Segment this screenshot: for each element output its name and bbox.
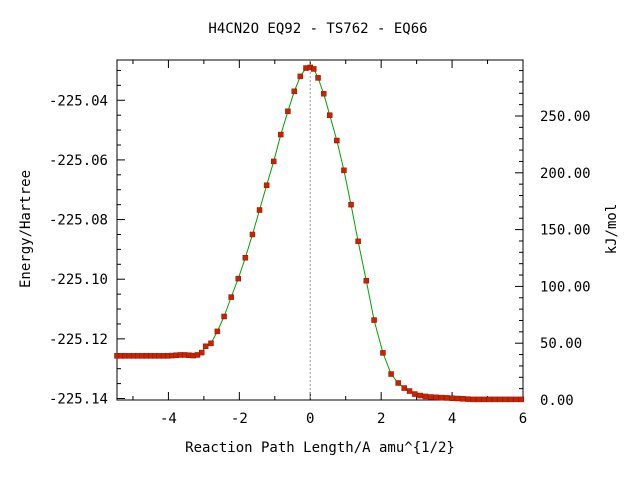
data-point	[388, 371, 394, 377]
y2-axis-ticks: 250.00 200.00 150.00 100.00 50.00 0.00	[515, 109, 591, 409]
data-point	[475, 396, 482, 403]
x-tick-label: -2	[231, 411, 248, 427]
data-point	[459, 396, 466, 402]
data-point	[315, 75, 321, 81]
x-tick-label: -4	[160, 411, 177, 427]
data-point	[263, 182, 270, 189]
data-point	[311, 66, 317, 72]
data-point	[208, 340, 214, 347]
data-point	[401, 385, 407, 391]
energy-series-line	[117, 66, 522, 400]
data-point	[341, 167, 347, 174]
x-tick-label: 4	[448, 411, 456, 427]
data-point	[214, 328, 221, 335]
data-point	[249, 231, 256, 238]
y2-tick-label: 150.00	[540, 223, 591, 239]
data-point	[470, 396, 477, 403]
data-point	[242, 254, 249, 261]
data-point	[363, 277, 370, 284]
data-point	[278, 131, 284, 138]
data-point	[334, 137, 340, 144]
y-tick-label: -225.06	[49, 153, 108, 169]
data-point	[507, 396, 514, 403]
data-point	[491, 396, 498, 403]
x-tick-label: 0	[306, 411, 314, 427]
data-point	[428, 394, 434, 400]
x-axis-label: Reaction Path Length/A amu^{1/2}	[185, 440, 455, 456]
y2-tick-label: 250.00	[540, 109, 591, 125]
data-point	[497, 396, 503, 403]
y-tick-label: -225.14	[49, 392, 108, 408]
x-tick-label: 6	[519, 411, 527, 427]
x-axis-ticks: -4 -2 0 2 4 6	[160, 60, 527, 427]
data-point	[235, 275, 242, 282]
y-tick-label: -225.08	[49, 213, 108, 229]
y2-tick-label: 0.00	[540, 393, 574, 409]
data-point	[438, 394, 445, 401]
y2-tick-label: 50.00	[540, 336, 582, 352]
x-tick-label: 2	[377, 411, 385, 427]
data-markers	[114, 64, 524, 403]
data-point	[221, 313, 227, 320]
data-point	[285, 108, 291, 115]
y-tick-label: -225.12	[49, 332, 108, 348]
data-point	[422, 393, 429, 400]
data-point	[502, 396, 509, 403]
data-point	[270, 158, 277, 165]
data-point	[417, 392, 423, 399]
data-point	[355, 238, 361, 245]
data-point	[449, 395, 455, 401]
y2-tick-label: 100.00	[540, 279, 591, 295]
data-point	[327, 112, 333, 118]
y-tick-label: -225.10	[49, 272, 108, 288]
y2-axis-label: kJ/mol	[604, 204, 620, 255]
y-axis-ticks: -225.04 -225.06 -225.08 -225.10 -225.12 -225.…	[49, 93, 125, 408]
data-point	[444, 395, 450, 401]
data-point	[199, 349, 205, 356]
data-point	[395, 380, 401, 386]
data-point	[433, 394, 439, 401]
data-point	[348, 201, 354, 208]
data-point	[486, 396, 493, 403]
data-point	[465, 396, 471, 402]
data-point	[228, 294, 234, 300]
data-point	[256, 207, 263, 213]
y-axis-label: Energy/Hartree	[18, 170, 34, 288]
data-point	[454, 395, 461, 402]
data-point	[481, 396, 487, 403]
data-point	[406, 388, 413, 394]
data-point	[513, 396, 519, 403]
data-point	[518, 396, 524, 403]
data-point	[291, 88, 298, 95]
data-point	[297, 73, 304, 80]
data-point	[412, 391, 418, 397]
y2-tick-label: 200.00	[540, 166, 591, 182]
data-point	[371, 317, 377, 323]
minor-ticks	[117, 60, 523, 400]
data-point	[202, 343, 209, 350]
plot-frame	[116, 59, 524, 401]
chart-title: H4CN2O EQ92 - TS762 - EQ66	[208, 21, 427, 37]
data-point	[320, 90, 327, 97]
y-tick-label: -225.04	[49, 93, 108, 109]
data-point	[380, 350, 386, 356]
